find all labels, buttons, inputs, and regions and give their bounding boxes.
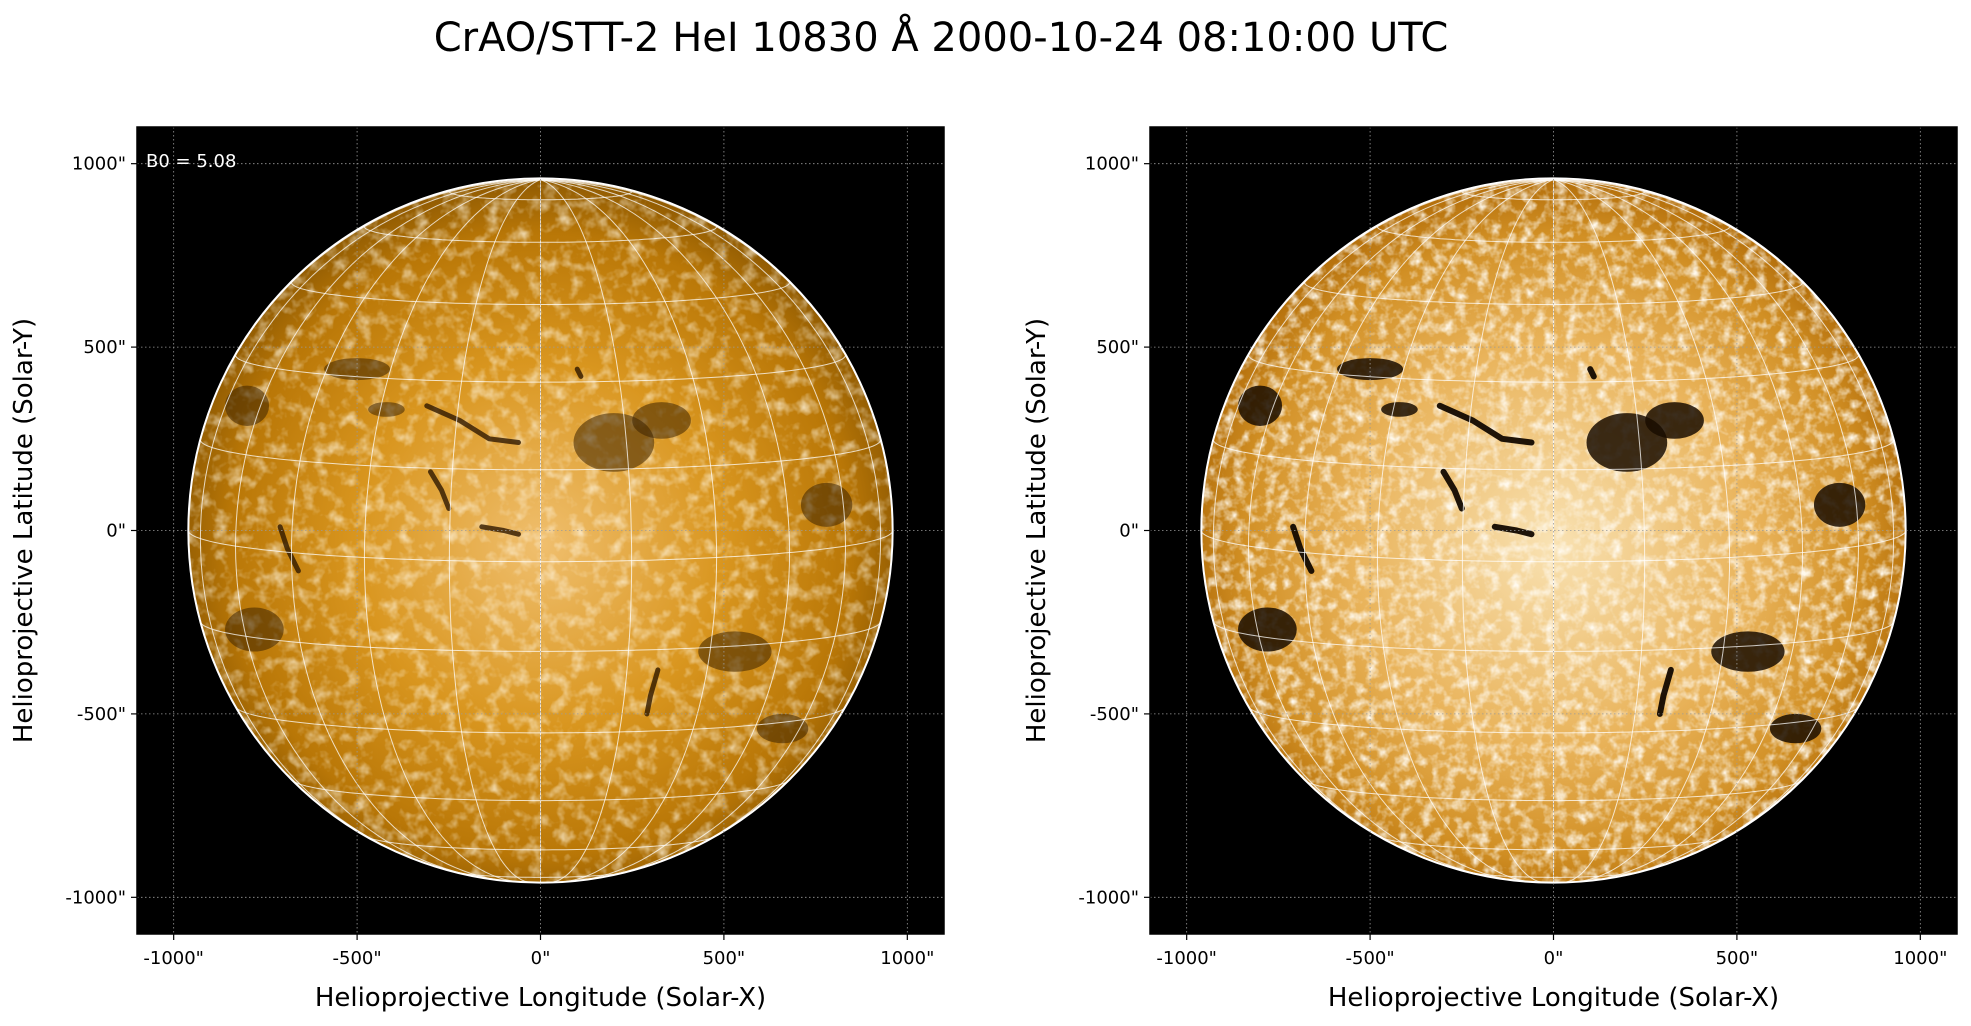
filament-north-center	[424, 403, 521, 445]
dark-region-east-mid	[368, 402, 405, 417]
filament-southeast-limb	[1290, 523, 1315, 574]
coordinate-gridlines	[137, 127, 944, 934]
y-tick-label: 500"	[1096, 337, 1139, 358]
filament-center-south	[479, 524, 521, 537]
figure-title: CrAO/STT-2 HeI 10830 Å 2000-10-24 08:10:…	[433, 15, 1449, 61]
filament-east	[1440, 468, 1465, 512]
x-tick-label: 500"	[703, 948, 746, 969]
dark-region-east-limb	[225, 385, 270, 426]
y-tick-label: -1000"	[65, 887, 126, 908]
dark-region-east-mid	[1381, 402, 1418, 417]
dark-region-southwest	[1769, 713, 1822, 744]
dark-region-northwest	[1645, 402, 1704, 439]
x-tick-label: 1000"	[1893, 948, 1947, 969]
y-tick-label: -500"	[77, 704, 126, 725]
y-tick-label: 1000"	[72, 154, 126, 175]
dark-region-northeast	[324, 358, 391, 381]
dark-region-east-limb	[1238, 385, 1283, 426]
filament-south	[644, 667, 661, 717]
dark-region-southeast	[1238, 607, 1297, 652]
x-tick-label: -1000"	[1156, 948, 1217, 969]
y-tick-label: 500"	[83, 337, 126, 358]
filament-east	[428, 469, 452, 511]
x-tick-label: 0"	[531, 948, 551, 969]
y-tick-label: 1000"	[1085, 154, 1139, 175]
x-axis-label: Helioprojective Longitude (Solar-X)	[1328, 983, 1779, 1013]
dark-region-northwest	[632, 402, 691, 439]
y-tick-label: 0"	[106, 521, 126, 542]
filament-south	[1656, 666, 1674, 717]
y-tick-label: -1000"	[1078, 887, 1139, 908]
y-tick-label: -500"	[1090, 704, 1139, 725]
filament-southeast-limb	[277, 524, 301, 574]
x-tick-label: -500"	[1346, 948, 1395, 969]
coordinate-gridlines	[1150, 127, 1957, 934]
x-tick-label: 500"	[1716, 948, 1759, 969]
coronal-hole-north	[1586, 413, 1668, 472]
y-axis-label: Helioprojective Latitude (Solar-Y)	[1022, 318, 1052, 743]
solar-limb	[187, 177, 894, 884]
filament-center-south	[1491, 523, 1535, 538]
x-axis-label: Helioprojective Longitude (Solar-X)	[315, 983, 766, 1013]
x-tick-label: 0"	[1544, 948, 1564, 969]
y-axis-label: Helioprojective Latitude (Solar-Y)	[9, 318, 39, 743]
filament-north-center	[1436, 402, 1535, 446]
x-tick-label: -500"	[333, 948, 382, 969]
dark-region-northeast	[1337, 358, 1404, 381]
dark-region-southwest	[756, 713, 809, 744]
dark-region-south	[1711, 631, 1785, 672]
panel-left: -1000" -500" 0" 500" 1000" 1000" 500" 0" -500" -1…	[9, 126, 945, 1013]
dark-region-south	[698, 631, 772, 672]
panel-right: -1000" -500" 0" 500" 1000" 1000" 500" 0" -500" -1…	[1022, 126, 1958, 1013]
filament-north-small	[574, 366, 584, 379]
dark-region-west-limb	[800, 482, 853, 527]
solar-limb	[1200, 177, 1907, 884]
b0-annotation: B0 = 5.08	[146, 151, 236, 172]
x-tick-label: -1000"	[143, 948, 204, 969]
dark-region-west-limb	[1813, 482, 1866, 527]
dark-region-southeast	[225, 607, 284, 652]
x-tick-label: 1000"	[880, 948, 934, 969]
y-tick-label: 0"	[1119, 521, 1139, 542]
filament-north-small	[1587, 366, 1597, 380]
coronal-hole-north	[573, 413, 655, 472]
